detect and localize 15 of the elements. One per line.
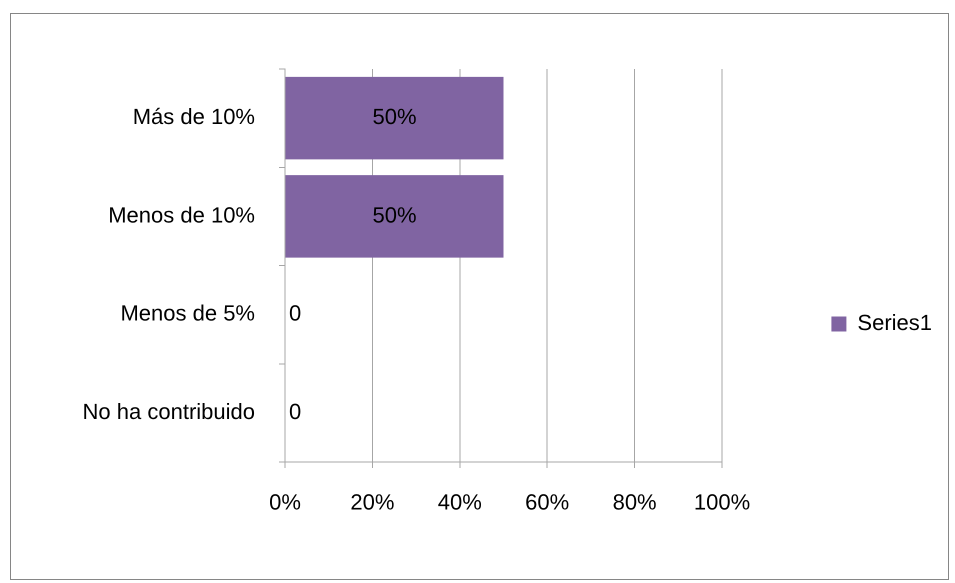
x-tick-label: 20% [350, 489, 394, 514]
x-tick-label: 40% [438, 489, 482, 514]
y-tick-label: No ha contribuido [82, 398, 255, 424]
legend-label: Series1 [857, 310, 932, 336]
data-label: 0 [289, 398, 302, 424]
data-label: 50% [372, 104, 417, 130]
data-label: 50% [372, 202, 417, 228]
x-tick-label: 60% [525, 489, 570, 514]
x-tick-label: 0% [269, 489, 301, 514]
y-tick-label: Menos de 5% [120, 300, 255, 326]
data-label: 0 [289, 300, 302, 326]
y-tick-label: Menos de 10% [108, 202, 255, 228]
x-tick-label: 100% [694, 489, 750, 514]
y-tick-label: Más de 10% [132, 104, 255, 130]
x-tick-label: 80% [612, 489, 657, 514]
